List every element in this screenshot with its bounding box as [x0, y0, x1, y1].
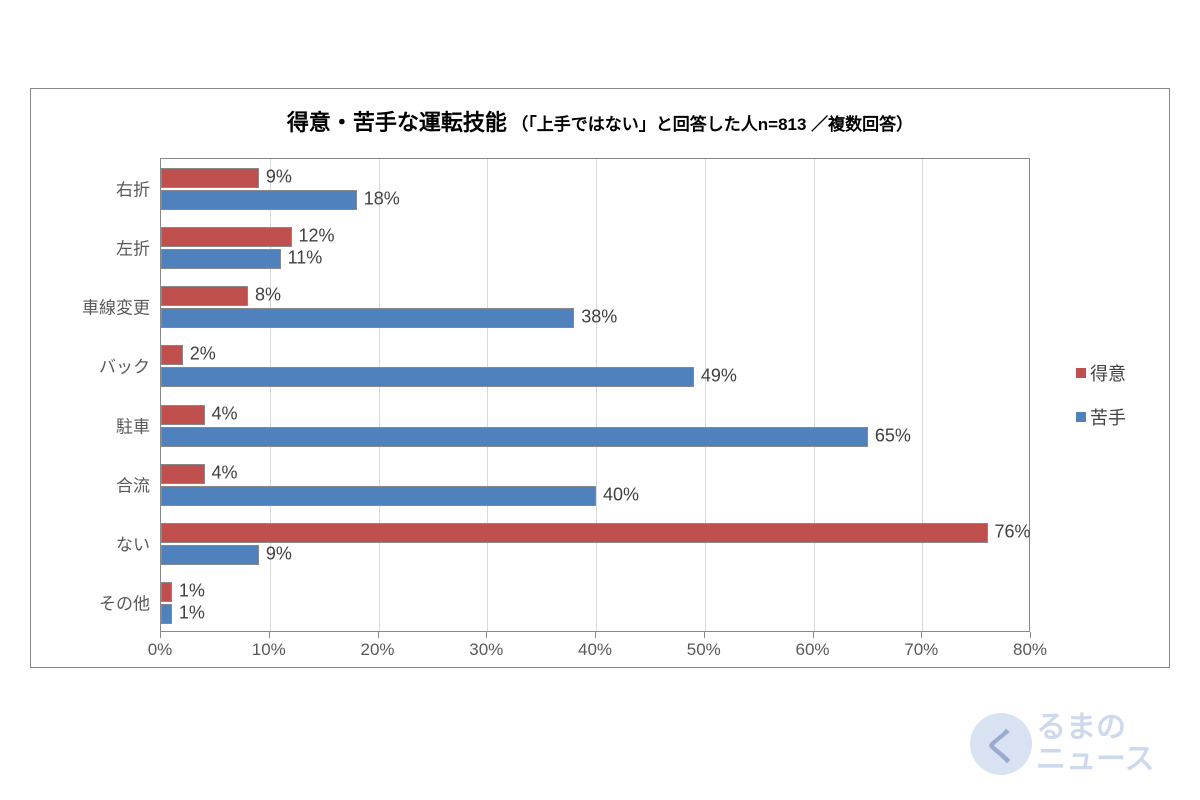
- chart-data-label: 4%: [212, 403, 238, 424]
- x-tick-label: 20%: [360, 640, 394, 660]
- chart-bar: [161, 308, 574, 328]
- y-category-label: ない: [50, 531, 150, 556]
- chart-gridline: [379, 159, 380, 631]
- chart-gridline: [596, 159, 597, 631]
- chart-bar: [161, 190, 357, 210]
- chart-bar: [161, 523, 988, 543]
- legend-item: 苦手: [1076, 404, 1126, 430]
- x-tick-mark: [813, 632, 814, 638]
- chart-data-label: 11%: [288, 247, 323, 268]
- x-tick-mark: [378, 632, 379, 638]
- chart-data-label: 18%: [364, 188, 400, 209]
- chart-bar: [161, 286, 248, 306]
- x-tick-label: 40%: [578, 640, 612, 660]
- x-tick-mark: [160, 632, 161, 638]
- x-tick-label: 70%: [904, 640, 938, 660]
- y-category-label: 駐車: [50, 412, 150, 437]
- legend-swatch: [1076, 412, 1086, 422]
- legend-label: 得意: [1090, 360, 1126, 386]
- chart-gridline: [487, 159, 488, 631]
- x-tick-mark: [269, 632, 270, 638]
- chart-data-label: 65%: [875, 425, 911, 446]
- legend-item: 得意: [1076, 360, 1126, 386]
- x-tick-label: 30%: [469, 640, 503, 660]
- x-tick-mark: [704, 632, 705, 638]
- x-tick-mark: [1030, 632, 1031, 638]
- chart-data-label: 1%: [179, 603, 205, 624]
- x-tick-label: 0%: [148, 640, 173, 660]
- y-category-label: 合流: [50, 471, 150, 496]
- legend-swatch: [1076, 368, 1086, 378]
- chart-legend: 得意苦手: [1076, 360, 1126, 448]
- chart-data-label: 12%: [299, 225, 335, 246]
- chart-bar: [161, 486, 596, 506]
- y-category-label: バック: [50, 353, 150, 378]
- x-tick-label: 60%: [795, 640, 829, 660]
- watermark-logo: く るまの ニュース: [970, 712, 1155, 775]
- chart-data-label: 40%: [603, 484, 639, 505]
- watermark-text-line1: るまの: [1036, 712, 1155, 744]
- chart-bar: [161, 604, 172, 624]
- watermark-circle: く: [970, 713, 1032, 775]
- watermark-text-line2: ニュース: [1036, 744, 1155, 776]
- chart-gridline: [922, 159, 923, 631]
- y-category-label: 左折: [50, 234, 150, 259]
- x-tick-mark: [921, 632, 922, 638]
- watermark-text: るまの ニュース: [1036, 712, 1155, 775]
- y-category-label: その他: [50, 590, 150, 615]
- chart-data-label: 76%: [995, 522, 1031, 543]
- chart-data-label: 9%: [266, 544, 292, 565]
- chart-data-label: 1%: [179, 581, 205, 602]
- x-tick-mark: [595, 632, 596, 638]
- chart-data-label: 4%: [212, 462, 238, 483]
- chart-title-sub: （「上手ではない」と回答した人n=813 ／複数回答）: [511, 115, 913, 134]
- watermark-circle-text: く: [982, 716, 1020, 771]
- chart-bar: [161, 545, 259, 565]
- chart-data-label: 9%: [266, 166, 292, 187]
- chart-data-label: 49%: [701, 366, 737, 387]
- x-tick-label: 50%: [687, 640, 721, 660]
- chart-title-main: 得意・苦手な運転技能: [287, 110, 507, 135]
- chart-data-label: 8%: [255, 285, 281, 306]
- x-tick-label: 10%: [252, 640, 286, 660]
- chart-data-label: 2%: [190, 344, 216, 365]
- chart-bar: [161, 168, 259, 188]
- chart-bar: [161, 227, 292, 247]
- y-category-label: 車線変更: [50, 294, 150, 319]
- chart-bar: [161, 464, 205, 484]
- x-tick-mark: [486, 632, 487, 638]
- chart-bar: [161, 367, 694, 387]
- y-category-label: 右折: [50, 175, 150, 200]
- chart-bar: [161, 345, 183, 365]
- chart-bar: [161, 405, 205, 425]
- chart-bar: [161, 249, 281, 269]
- chart-bar: [161, 582, 172, 602]
- chart-data-label: 38%: [581, 307, 617, 328]
- chart-title: 得意・苦手な運転技能 （「上手ではない」と回答した人n=813 ／複数回答）: [31, 105, 1169, 137]
- x-tick-label: 80%: [1013, 640, 1047, 660]
- legend-label: 苦手: [1090, 404, 1126, 430]
- chart-gridline: [705, 159, 706, 631]
- chart-gridline: [814, 159, 815, 631]
- chart-bar: [161, 427, 868, 447]
